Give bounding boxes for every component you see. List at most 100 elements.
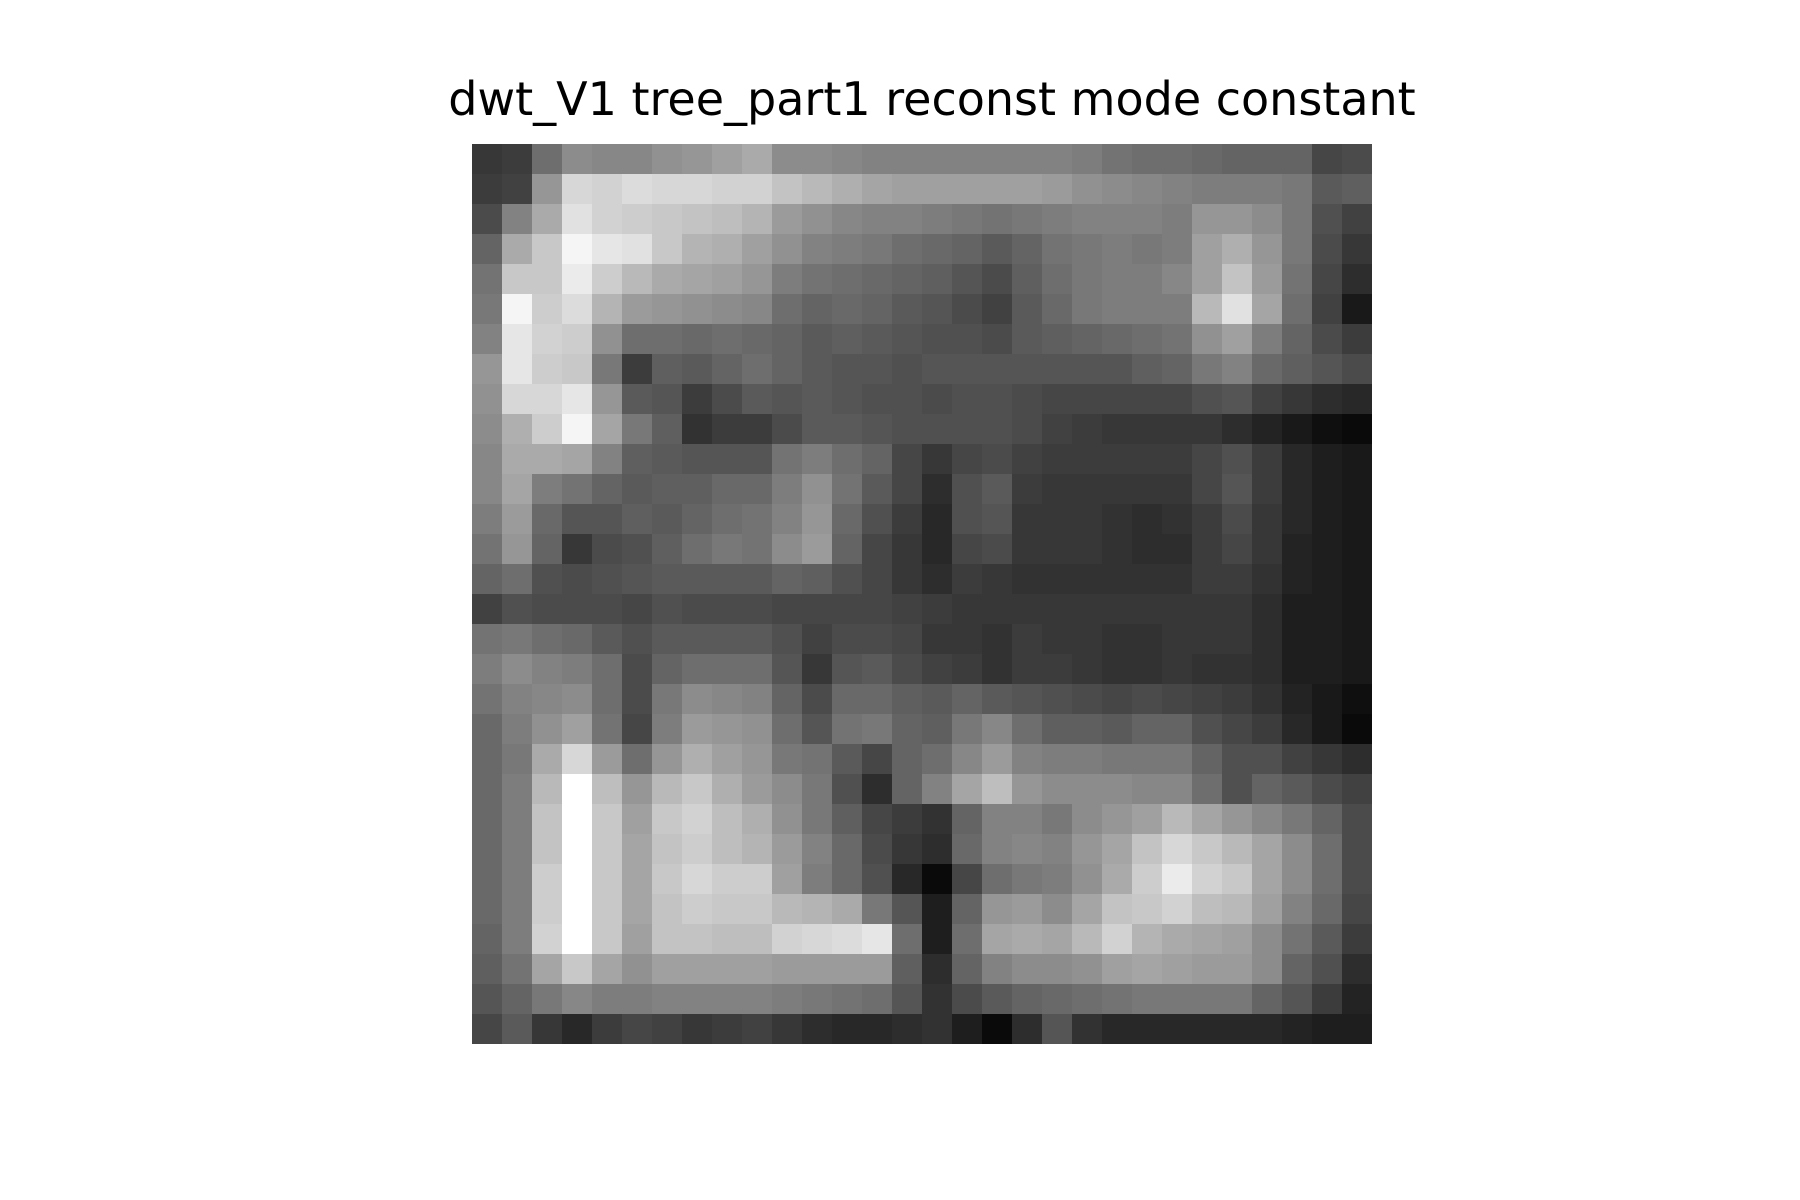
heatmap-cell <box>652 294 683 325</box>
heatmap-cell <box>1252 864 1283 895</box>
heatmap-cell <box>1102 324 1133 355</box>
heatmap-cell <box>742 834 773 865</box>
heatmap-cell <box>892 984 923 1015</box>
heatmap-cell <box>832 654 863 685</box>
heatmap-cell <box>892 204 923 235</box>
heatmap-cell <box>802 864 833 895</box>
heatmap-cell <box>742 1014 773 1044</box>
heatmap-cell <box>982 654 1013 685</box>
heatmap-cell <box>1132 924 1163 955</box>
heatmap-cell <box>1252 954 1283 985</box>
heatmap-cell <box>592 474 623 505</box>
heatmap-cell <box>1252 834 1283 865</box>
heatmap-cell <box>772 534 803 565</box>
heatmap-cell <box>862 534 893 565</box>
heatmap-cell <box>1162 894 1193 925</box>
heatmap-cell <box>682 894 713 925</box>
heatmap-cell <box>982 444 1013 475</box>
heatmap-cell <box>922 144 953 175</box>
heatmap-cell <box>472 534 503 565</box>
heatmap-cell <box>1222 144 1253 175</box>
heatmap-cell <box>1312 564 1343 595</box>
heatmap-cell <box>682 714 713 745</box>
heatmap-cell <box>1102 894 1133 925</box>
heatmap-cell <box>622 474 653 505</box>
heatmap-cell <box>652 324 683 355</box>
heatmap-cell <box>1042 834 1073 865</box>
heatmap-cell <box>1012 324 1043 355</box>
heatmap-cell <box>1012 384 1043 415</box>
heatmap-cell <box>742 504 773 535</box>
heatmap-cell <box>682 354 713 385</box>
heatmap-cell <box>772 684 803 715</box>
heatmap-cell <box>772 864 803 895</box>
heatmap-cell <box>652 774 683 805</box>
heatmap-cell <box>532 534 563 565</box>
heatmap-cell <box>1132 774 1163 805</box>
heatmap-cell <box>712 984 743 1015</box>
heatmap-cell <box>1072 204 1103 235</box>
heatmap-cell <box>1132 594 1163 625</box>
heatmap-cell <box>1222 954 1253 985</box>
heatmap-cell <box>1042 354 1073 385</box>
heatmap-cell <box>532 474 563 505</box>
heatmap-cell <box>1042 774 1073 805</box>
heatmap-cell <box>922 564 953 595</box>
heatmap-cell <box>622 144 653 175</box>
heatmap-cell <box>1282 864 1313 895</box>
heatmap-cell <box>832 294 863 325</box>
heatmap-cell <box>802 774 833 805</box>
heatmap-cell <box>1192 144 1223 175</box>
heatmap-cell <box>862 564 893 595</box>
heatmap-cell <box>1222 774 1253 805</box>
heatmap-cell <box>1252 774 1283 805</box>
heatmap-cell <box>682 984 713 1015</box>
heatmap-cell <box>1282 654 1313 685</box>
heatmap-cell <box>1012 534 1043 565</box>
heatmap-cell <box>532 774 563 805</box>
heatmap-cell <box>652 1014 683 1044</box>
heatmap-cell <box>1012 744 1043 775</box>
heatmap-cell <box>652 534 683 565</box>
heatmap-cell <box>1132 834 1163 865</box>
heatmap-cell <box>1252 324 1283 355</box>
heatmap-cell <box>1072 744 1103 775</box>
heatmap-cell <box>472 1014 503 1044</box>
heatmap-cell <box>622 504 653 535</box>
heatmap-cell <box>1282 444 1313 475</box>
heatmap-cell <box>952 804 983 835</box>
heatmap-cell <box>682 234 713 265</box>
heatmap-cell <box>1312 354 1343 385</box>
heatmap-cell <box>502 774 533 805</box>
heatmap-cell <box>682 1014 713 1044</box>
heatmap-cell <box>652 594 683 625</box>
heatmap-cell <box>1042 474 1073 505</box>
heatmap-cell <box>862 774 893 805</box>
heatmap-cell <box>802 594 833 625</box>
heatmap-cell <box>1072 594 1103 625</box>
heatmap-cell <box>1222 834 1253 865</box>
heatmap-cell <box>1072 624 1103 655</box>
heatmap-cell <box>1282 834 1313 865</box>
heatmap-cell <box>682 594 713 625</box>
heatmap-cell <box>1132 354 1163 385</box>
heatmap-cell <box>652 414 683 445</box>
heatmap-cell <box>922 924 953 955</box>
heatmap-cell <box>892 744 923 775</box>
heatmap-cell <box>1192 414 1223 445</box>
heatmap-cell <box>622 684 653 715</box>
heatmap-cell <box>1342 444 1372 475</box>
heatmap-cell <box>1132 1014 1163 1044</box>
heatmap-cell <box>652 894 683 925</box>
heatmap-cell <box>862 684 893 715</box>
heatmap-cell <box>712 564 743 595</box>
heatmap-cell <box>1012 774 1043 805</box>
heatmap-cell <box>1252 684 1283 715</box>
heatmap-cell <box>1192 474 1223 505</box>
heatmap-cell <box>982 324 1013 355</box>
heatmap-cell <box>832 774 863 805</box>
heatmap-cell <box>982 954 1013 985</box>
heatmap-cell <box>772 384 803 415</box>
heatmap-cell <box>982 174 1013 205</box>
heatmap-cell <box>532 264 563 295</box>
